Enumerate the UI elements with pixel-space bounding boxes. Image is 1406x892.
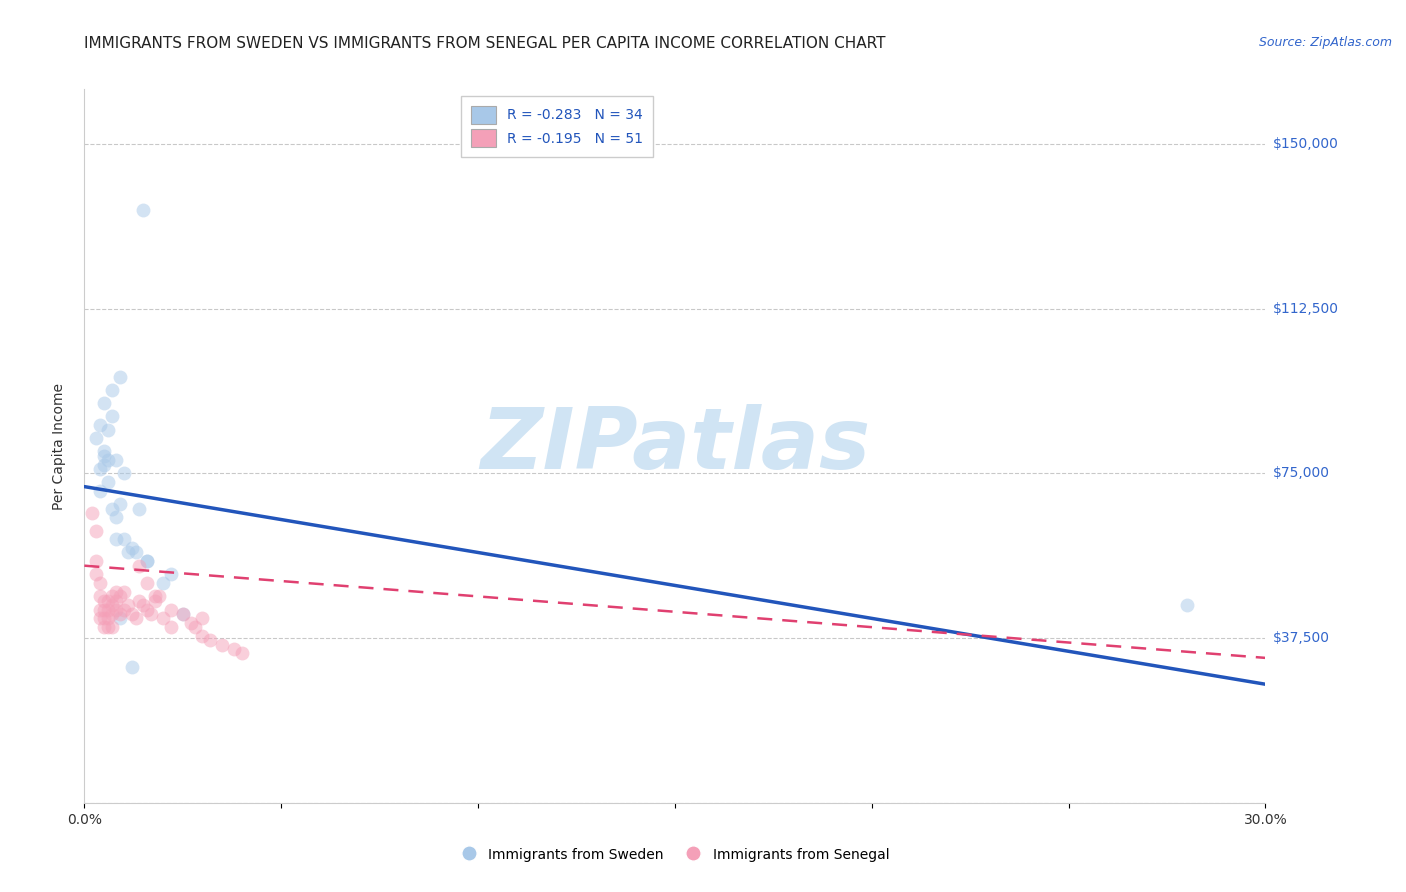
Text: $112,500: $112,500 bbox=[1272, 301, 1339, 316]
Point bbox=[101, 409, 124, 424]
Point bbox=[143, 594, 166, 608]
Point bbox=[136, 554, 159, 568]
Point bbox=[148, 590, 170, 604]
Point bbox=[132, 598, 155, 612]
Point bbox=[104, 594, 127, 608]
Point bbox=[89, 418, 111, 433]
Point bbox=[104, 453, 127, 467]
Point bbox=[121, 659, 143, 673]
Point bbox=[89, 611, 111, 625]
Point bbox=[108, 611, 131, 625]
Point bbox=[108, 497, 131, 511]
Point bbox=[89, 602, 111, 616]
Point bbox=[93, 396, 115, 410]
Point bbox=[191, 611, 214, 625]
Point bbox=[108, 607, 131, 621]
Point bbox=[160, 620, 183, 634]
Point bbox=[97, 453, 120, 467]
Point bbox=[104, 510, 127, 524]
Point bbox=[1175, 598, 1198, 612]
Point bbox=[97, 611, 120, 625]
Point bbox=[108, 590, 131, 604]
Point bbox=[128, 594, 150, 608]
Point bbox=[112, 533, 135, 547]
Point bbox=[93, 594, 115, 608]
Point bbox=[128, 558, 150, 573]
Text: $150,000: $150,000 bbox=[1272, 137, 1339, 151]
Point bbox=[117, 545, 139, 559]
Point bbox=[97, 475, 120, 490]
Point bbox=[97, 602, 120, 616]
Point bbox=[141, 607, 163, 621]
Point bbox=[136, 602, 159, 616]
Text: $75,000: $75,000 bbox=[1272, 467, 1330, 481]
Point bbox=[183, 620, 205, 634]
Point bbox=[89, 590, 111, 604]
Point bbox=[101, 620, 124, 634]
Point bbox=[124, 611, 146, 625]
Point bbox=[200, 633, 222, 648]
Point bbox=[84, 554, 107, 568]
Point bbox=[101, 383, 124, 397]
Y-axis label: Per Capita Income: Per Capita Income bbox=[52, 383, 66, 509]
Point bbox=[112, 467, 135, 481]
Point bbox=[211, 638, 233, 652]
Point bbox=[89, 462, 111, 476]
Point bbox=[97, 423, 120, 437]
Point bbox=[160, 602, 183, 616]
Point bbox=[222, 642, 245, 657]
Point bbox=[124, 545, 146, 559]
Point bbox=[112, 585, 135, 599]
Point bbox=[101, 607, 124, 621]
Point bbox=[104, 602, 127, 616]
Point bbox=[172, 607, 194, 621]
Text: ZIPatlas: ZIPatlas bbox=[479, 404, 870, 488]
Point bbox=[101, 598, 124, 612]
Text: $37,500: $37,500 bbox=[1272, 632, 1330, 645]
Point bbox=[93, 602, 115, 616]
Point bbox=[160, 567, 183, 582]
Point bbox=[101, 590, 124, 604]
Point bbox=[132, 202, 155, 217]
Point bbox=[82, 506, 104, 520]
Point bbox=[191, 629, 214, 643]
Point bbox=[231, 647, 253, 661]
Point bbox=[136, 554, 159, 568]
Point bbox=[152, 576, 174, 591]
Point bbox=[180, 615, 202, 630]
Text: IMMIGRANTS FROM SWEDEN VS IMMIGRANTS FROM SENEGAL PER CAPITA INCOME CORRELATION : IMMIGRANTS FROM SWEDEN VS IMMIGRANTS FRO… bbox=[84, 36, 886, 51]
Point bbox=[117, 598, 139, 612]
Text: Source: ZipAtlas.com: Source: ZipAtlas.com bbox=[1258, 36, 1392, 49]
Point bbox=[143, 590, 166, 604]
Point bbox=[108, 369, 131, 384]
Point bbox=[84, 431, 107, 445]
Point bbox=[93, 449, 115, 463]
Point bbox=[172, 607, 194, 621]
Legend: Immigrants from Sweden, Immigrants from Senegal: Immigrants from Sweden, Immigrants from … bbox=[456, 841, 894, 867]
Point bbox=[152, 611, 174, 625]
Point bbox=[104, 585, 127, 599]
Point bbox=[112, 602, 135, 616]
Point bbox=[84, 524, 107, 538]
Point bbox=[128, 501, 150, 516]
Point bbox=[89, 576, 111, 591]
Point bbox=[84, 567, 107, 582]
Point bbox=[101, 501, 124, 516]
Point bbox=[93, 444, 115, 458]
Point bbox=[136, 576, 159, 591]
Point bbox=[121, 541, 143, 555]
Point bbox=[97, 594, 120, 608]
Point bbox=[121, 607, 143, 621]
Point bbox=[104, 533, 127, 547]
Point bbox=[89, 483, 111, 498]
Point bbox=[93, 620, 115, 634]
Point bbox=[93, 611, 115, 625]
Point bbox=[97, 620, 120, 634]
Point bbox=[93, 458, 115, 472]
